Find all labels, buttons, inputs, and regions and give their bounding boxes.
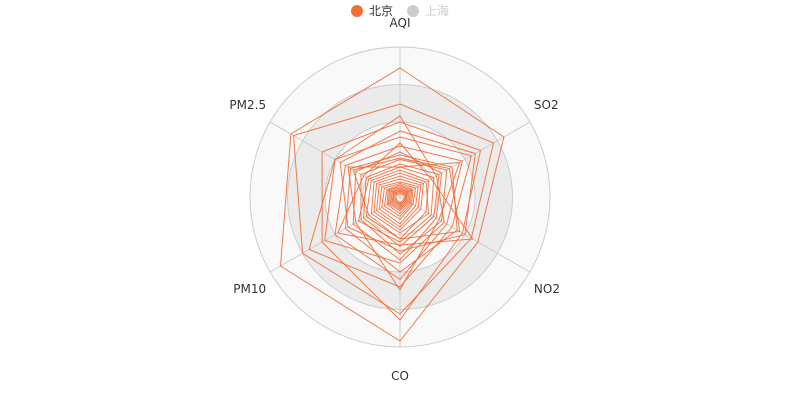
series-line-11 [370, 172, 430, 234]
series-line-14 [378, 181, 419, 225]
series-0 [279, 67, 505, 342]
series-line-0 [279, 67, 505, 342]
series-line-29 [352, 157, 461, 240]
series-line-6 [352, 151, 443, 261]
legend-label: 上海 [425, 4, 450, 18]
legend-marker-icon [407, 5, 419, 17]
series-line-8 [363, 163, 440, 248]
series-line-5 [344, 154, 458, 273]
series-line-7 [360, 158, 448, 255]
series-line-25 [324, 115, 445, 264]
series-line-24 [395, 193, 405, 204]
series-line-20 [390, 188, 409, 209]
series-line-16 [383, 184, 414, 218]
series-line-26 [339, 130, 476, 252]
series-line-13 [376, 178, 422, 228]
series-line-28 [347, 161, 461, 291]
series-line-17 [386, 185, 413, 215]
series-line-4 [334, 145, 464, 281]
series-line-2 [321, 121, 482, 321]
axis-line-1 [399, 121, 531, 198]
indicator-label-so2: SO2 [534, 98, 559, 112]
legend: 北京 上海 [0, 4, 800, 18]
series-line-9 [357, 166, 435, 243]
series-line-19 [389, 188, 410, 210]
series-line-18 [387, 187, 411, 212]
indicator-label-co: CO [391, 369, 409, 383]
series-line-27 [336, 142, 474, 246]
series-line-23 [394, 191, 406, 206]
indicator-label-no2: NO2 [534, 282, 560, 296]
indicator-label-pm10: PM10 [233, 282, 266, 296]
legend-item-0[interactable]: 北京 [350, 4, 393, 18]
series-line-15 [381, 182, 417, 221]
indicator-label-pm25: PM2.5 [229, 98, 266, 112]
legend-item-1[interactable]: 上海 [407, 4, 449, 18]
legend-label: 北京 [368, 4, 393, 18]
legend-marker-icon [350, 5, 363, 17]
series-line-1 [292, 103, 495, 315]
series-line-12 [373, 175, 424, 231]
indicator-label-aqi: AQI [390, 16, 411, 30]
